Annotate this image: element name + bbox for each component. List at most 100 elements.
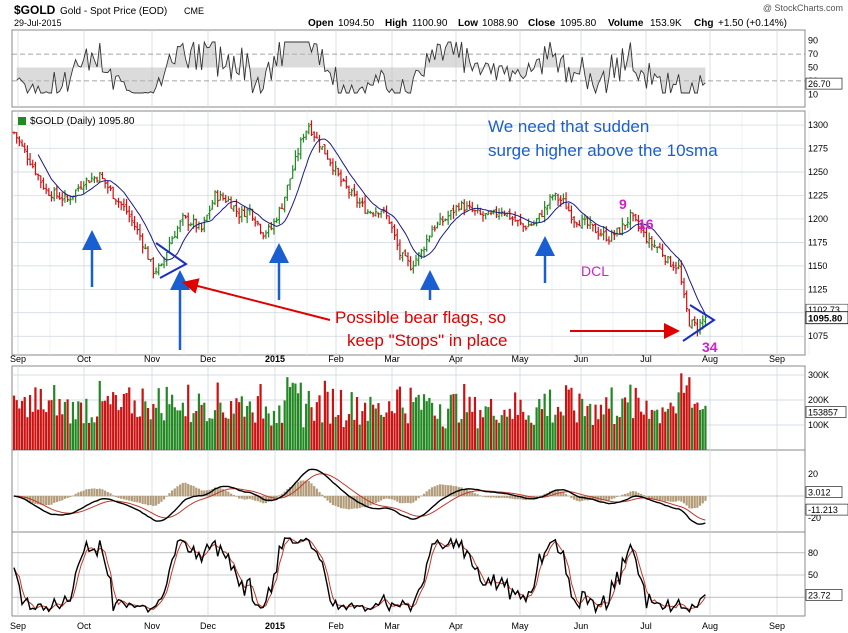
last-price-box (805, 311, 848, 325)
stoch-last-label: 23.72 (808, 590, 831, 600)
macd-histogram-bar (71, 495, 75, 497)
macd-histogram-bar (642, 495, 645, 497)
chg-label: Chg (694, 18, 713, 29)
volume-label: Volume (608, 18, 644, 29)
volume-bar (262, 418, 265, 450)
x-tick-label: Feb (328, 354, 344, 364)
macd-histogram-bar (645, 496, 648, 498)
macd-histogram-bar (173, 488, 176, 497)
volume-bar (661, 407, 664, 450)
macd-histogram-bar (34, 496, 37, 505)
volume-bar (246, 406, 249, 450)
volume-bar (106, 395, 109, 450)
volume-bar (197, 393, 201, 450)
macd-panel (11, 449, 806, 533)
volume-bar (497, 422, 501, 450)
macd-histogram-bar (95, 488, 99, 497)
volume-bar (347, 414, 351, 450)
volume-bar (122, 393, 125, 450)
watermark: @ StockCharts.com (763, 3, 843, 13)
volume-bar (168, 404, 171, 450)
volume-bar (213, 410, 217, 450)
macd-histogram-bar (551, 490, 554, 497)
volume-bar (508, 408, 511, 450)
volume-bar (374, 408, 377, 450)
volume-bar (146, 407, 150, 450)
stoch-panel (11, 531, 806, 617)
macd-histogram-bar (347, 496, 351, 510)
macd-histogram-bar (589, 496, 592, 500)
flag-triangles (155, 242, 716, 342)
volume-bar (524, 419, 527, 450)
volume-bar (117, 410, 120, 450)
volume-bar (39, 388, 42, 450)
volume-bar (160, 413, 163, 450)
macd-histogram-bar (184, 482, 187, 497)
macd-histogram-bar (607, 496, 611, 501)
macd-histogram-bar (406, 496, 410, 503)
volume-bar (208, 418, 211, 450)
volume-bar (653, 410, 656, 450)
volume-bar (559, 411, 562, 450)
volume-bar (527, 415, 530, 450)
volume-bar (623, 397, 627, 450)
macd-histogram-bar (559, 491, 562, 497)
volume-bar (272, 410, 276, 450)
volume-bar (238, 402, 241, 450)
volume-bar (355, 396, 359, 450)
macd-histogram-bar (506, 496, 509, 498)
volume-bar (93, 422, 96, 450)
macd-histogram-bar (240, 496, 243, 499)
flag-triangle-nov (155, 242, 188, 279)
volume-bar (535, 407, 538, 450)
volume-bar (90, 417, 93, 450)
stoch-tick-label: 80 (808, 548, 818, 558)
macd-histogram-bar (211, 488, 214, 497)
volume-bar (288, 386, 292, 450)
volume-bar (605, 397, 608, 450)
volume-bar (283, 400, 286, 450)
volume-bar (471, 411, 474, 450)
macd-histogram-bar (256, 496, 259, 502)
macd-histogram-bar (329, 496, 332, 503)
macd-histogram-bar (313, 486, 316, 497)
volume-bar (256, 396, 259, 450)
close-label: Close (528, 18, 556, 29)
volume-bar (28, 394, 32, 450)
x-tick-label: Mar (384, 354, 400, 364)
macd-histogram-bar (176, 486, 179, 497)
volume-bar (390, 411, 393, 450)
macd-histogram-bar (511, 496, 514, 499)
price-tick-label: 1175 (808, 237, 827, 247)
volume-bar (310, 407, 313, 450)
macd-histogram-bar (165, 496, 168, 497)
macd-histogram-bar (85, 489, 88, 497)
macd-histogram-bar (428, 489, 431, 497)
macd-tick-label: 20 (808, 469, 818, 479)
volume-bar (672, 406, 675, 450)
volume-bar (95, 416, 99, 450)
volume-bar (631, 418, 635, 450)
volume-bar (219, 402, 222, 450)
volume-bar (42, 409, 45, 450)
sma-value-label: 1102.73 (808, 305, 840, 315)
volume-bar (179, 410, 182, 450)
volume-bar (353, 419, 356, 450)
macd-histogram-bar (248, 496, 251, 499)
volume-bar (221, 412, 225, 450)
volume-bar (615, 415, 619, 450)
macd-histogram-bar (112, 495, 115, 497)
volume-bar (414, 397, 418, 450)
volume-bar (388, 401, 391, 450)
volume-bar (227, 418, 230, 450)
macd-series (12, 468, 707, 525)
macd-histogram-bar (179, 484, 182, 497)
volume-bar (543, 393, 546, 450)
volume-bar (385, 412, 388, 450)
macd-histogram-bar (479, 495, 482, 497)
macd-histogram-bar (181, 482, 184, 497)
macd-histogram-bar (661, 496, 664, 501)
macd-histogram-bar (275, 496, 278, 499)
volume-bar (666, 408, 670, 450)
macd-histogram-bar (160, 496, 163, 502)
